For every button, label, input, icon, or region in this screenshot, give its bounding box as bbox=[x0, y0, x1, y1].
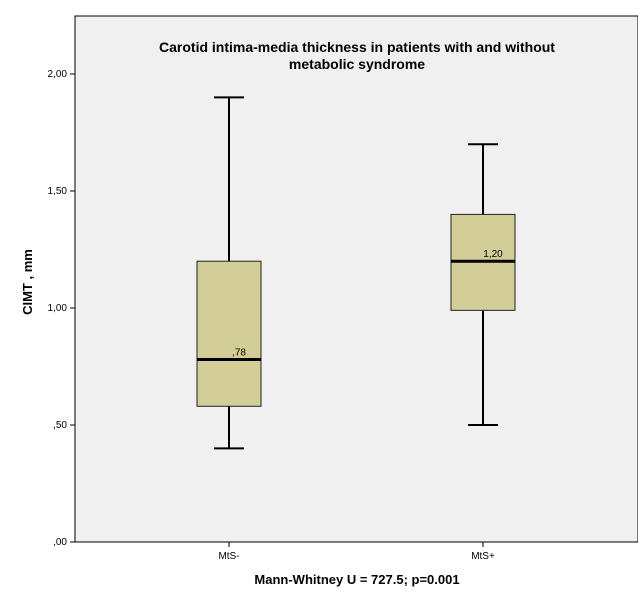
x-axis-ticks: MtS- MtS+ bbox=[218, 542, 495, 562]
boxplots: ,78 1,20 bbox=[196, 96, 516, 450]
y-tick-label: ,50 bbox=[53, 420, 67, 431]
y-tick-label: ,00 bbox=[53, 537, 67, 548]
y-axis-ticks: ,00 ,50 1,00 1,50 2,00 bbox=[48, 69, 75, 548]
x-tick-label: MtS- bbox=[218, 551, 239, 562]
iqr-box bbox=[196, 260, 262, 407]
boxplot-MtS+: 1,20 bbox=[450, 143, 516, 426]
x-tick-label: MtS+ bbox=[471, 551, 495, 562]
median-label: ,78 bbox=[232, 347, 246, 358]
boxplot-MtS-: ,78 bbox=[196, 96, 262, 450]
chart-title-line-1: Carotid intima-media thickness in patien… bbox=[159, 39, 555, 55]
x-axis-title: Mann-Whitney U = 727.5; p=0.001 bbox=[254, 572, 459, 587]
chart-title-line-2: metabolic syndrome bbox=[289, 56, 425, 72]
median-label: 1,20 bbox=[483, 249, 503, 260]
y-tick-label: 1,50 bbox=[48, 186, 68, 197]
y-axis-title: CIMT , mm bbox=[20, 249, 35, 315]
y-tick-label: 1,00 bbox=[48, 303, 68, 314]
y-tick-label: 2,00 bbox=[48, 69, 68, 80]
plot-area bbox=[74, 15, 638, 543]
